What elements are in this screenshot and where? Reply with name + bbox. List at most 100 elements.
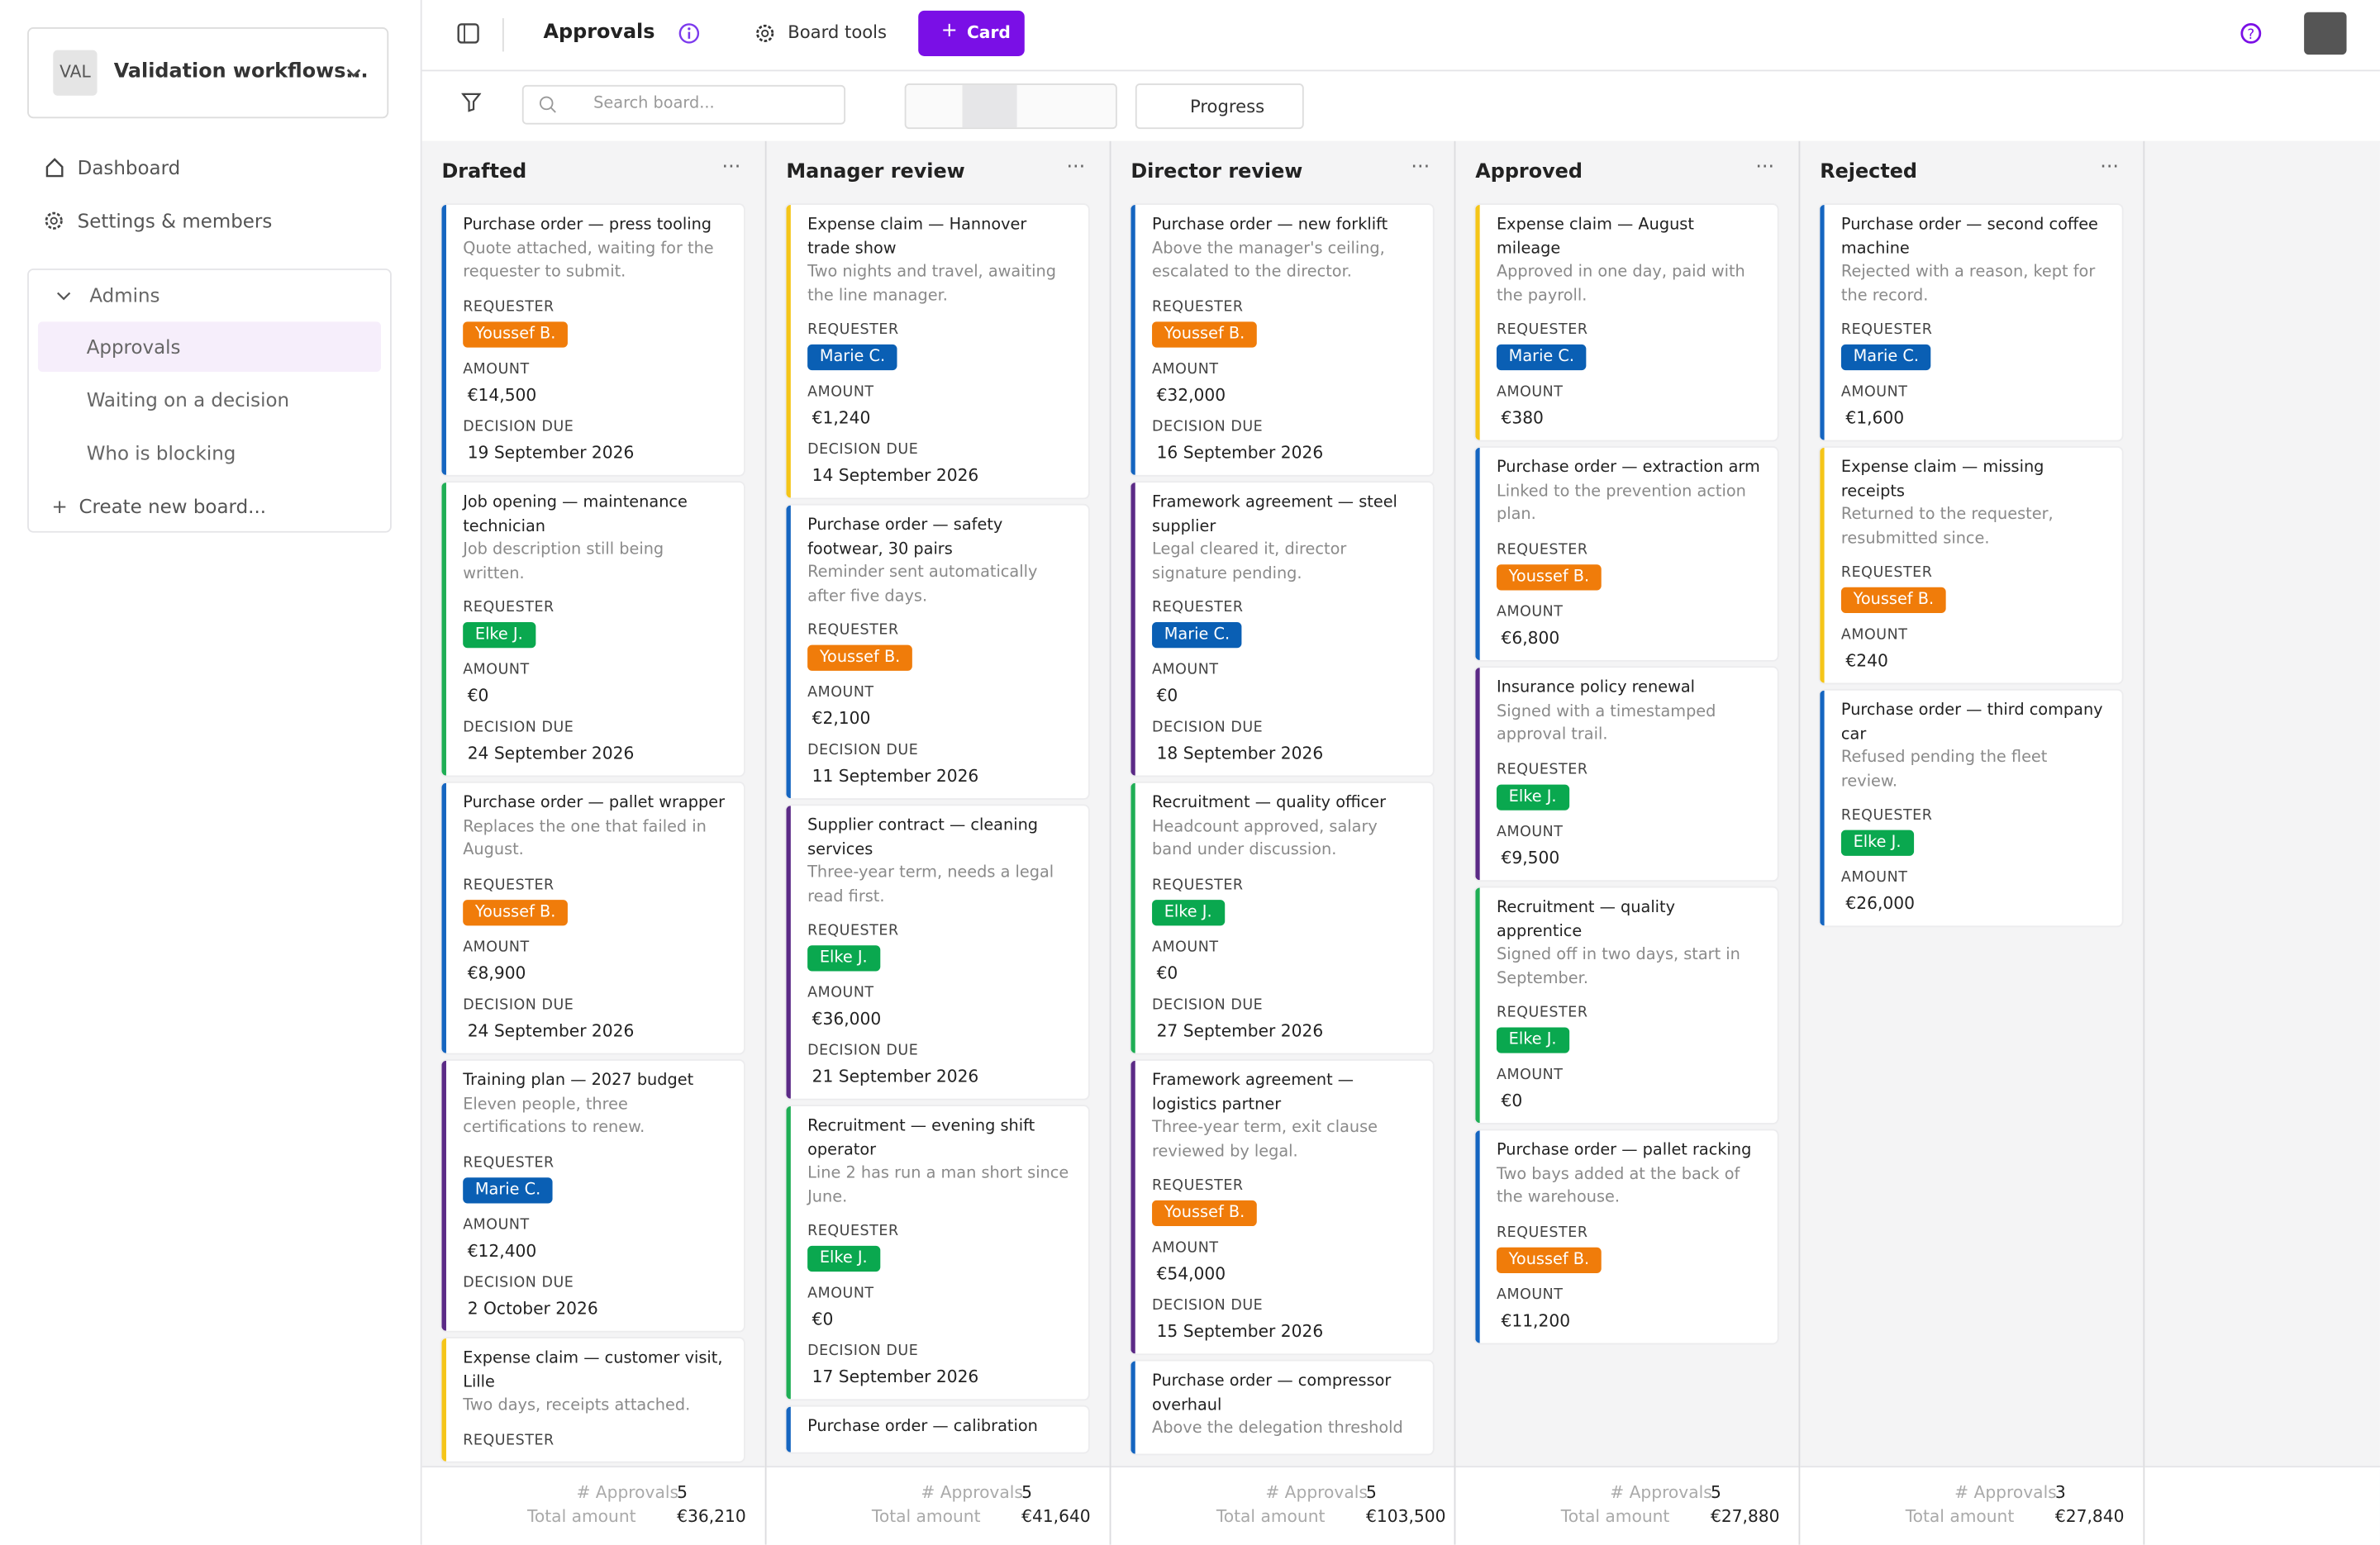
field-label: AMOUNT (1496, 603, 1564, 620)
board-item[interactable]: Waiting on a decision (86, 388, 290, 411)
view-switcher[interactable] (904, 83, 1117, 130)
card[interactable]: Purchase order — new forklift Above the m… (1130, 204, 1433, 474)
card[interactable]: Job opening — maintenance technician Job … (441, 483, 744, 776)
card[interactable]: Framework agreement — logistics partner T… (1130, 1060, 1433, 1354)
card-title: Purchase order — calibration (807, 1417, 1038, 1436)
column-menu[interactable]: ··· (2100, 156, 2120, 179)
count-label: # Approvals (1265, 1482, 1368, 1503)
total-value: €36,210 (677, 1506, 746, 1527)
card[interactable]: Purchase order — safety footwear, 30 pai… (786, 505, 1088, 799)
field-label: AMOUNT (807, 383, 874, 401)
card-description: Rejected with a reason, kept for the rec… (1840, 262, 2096, 305)
card[interactable]: Recruitment — quality apprentice Signed o… (1475, 887, 1778, 1124)
card-description: Signed with a timestamped approval trail… (1496, 701, 1716, 744)
total-label: Total amount (526, 1506, 636, 1527)
group-title[interactable]: Admins (89, 283, 160, 307)
group-by[interactable]: Progress (1135, 83, 1304, 130)
column-menu[interactable]: ··· (1755, 156, 1775, 179)
count-value: 5 (1021, 1482, 1032, 1503)
field-value: 24 September 2026 (467, 1020, 635, 1041)
board-title: Approvals (543, 21, 655, 45)
field-label: REQUESTER (463, 599, 555, 616)
card[interactable]: Expense claim — August mileage Approved i… (1475, 204, 1778, 440)
card[interactable]: Purchase order — pallet wrapper Replaces … (441, 782, 744, 1053)
field-value: €1,600 (1845, 408, 1905, 428)
count-value: 5 (677, 1482, 688, 1503)
nav-dashboard[interactable]: Dashboard (77, 156, 181, 179)
card[interactable]: Purchase order — third company car Refuse… (1820, 690, 2122, 926)
card-description: Returned to the requester, resubmitted s… (1840, 505, 2054, 548)
card[interactable]: Expense claim — Hannover trade show Two n… (786, 204, 1088, 498)
card[interactable]: Supplier contract — cleaning services Thr… (786, 806, 1088, 1099)
card[interactable]: Insurance policy renewal Signed with a ti… (1475, 668, 1778, 880)
card-title: Expense claim — Hannover trade show (807, 215, 1027, 258)
add-card-button[interactable]: + Card (918, 10, 1025, 56)
field-value: €9,500 (1501, 847, 1560, 868)
field-label: REQUESTER (463, 297, 555, 316)
card[interactable]: Purchase order — compressor overhaul Abov… (1130, 1361, 1433, 1453)
board: Drafted ··· Purchase order — press tooling… (421, 140, 2380, 1545)
card[interactable]: Purchase order — pallet racking Two bays … (1475, 1130, 1778, 1343)
field-value: 11 September 2026 (812, 766, 979, 787)
card-description: Signed off in two days, start in Septemb… (1496, 945, 1740, 987)
card-description: Three-year term, needs a legal read firs… (807, 863, 1054, 906)
card-title: Expense claim — missing receipts (1840, 458, 2044, 501)
column: Director review ··· Purchase order — new f… (1111, 140, 1456, 1545)
create-board[interactable]: Create new board... (79, 494, 267, 518)
count-label: # Approvals (1954, 1482, 2057, 1503)
field-value: €12,400 (467, 1240, 537, 1261)
card[interactable]: Training plan — 2027 budget Eleven people… (441, 1060, 744, 1330)
column-menu[interactable]: ··· (1411, 156, 1430, 179)
field-label: REQUESTER (1152, 297, 1244, 316)
count-value: 5 (1366, 1482, 1377, 1503)
card[interactable]: Purchase order — press tooling Quote atta… (441, 204, 744, 474)
workspace-name: Validation workflows... (113, 60, 369, 84)
column: Manager review ··· Expense claim — Hannove… (766, 140, 1111, 1545)
card[interactable]: Expense claim — missing receipts Returned… (1820, 447, 2122, 683)
column-menu[interactable]: ··· (1066, 156, 1086, 179)
tools-icon (756, 24, 774, 42)
search-box[interactable]: Search board... (521, 84, 846, 125)
column-footer: # Approvals 5 Total amount €27,880 (1455, 1466, 1799, 1545)
field-label: REQUESTER (1496, 321, 1588, 339)
field-value: €380 (1501, 408, 1544, 428)
card[interactable]: Recruitment — quality officer Headcount a… (1130, 782, 1433, 1053)
total-label: Total amount (1905, 1506, 2015, 1527)
nav-settings[interactable]: Settings & members (77, 209, 273, 233)
count-value: 5 (1710, 1482, 1721, 1503)
field-label: AMOUNT (463, 360, 530, 378)
card[interactable]: Recruitment — evening shift operator Line… (786, 1105, 1088, 1400)
card-title: Purchase order — pallet racking (1496, 1141, 1752, 1160)
column: Drafted ··· Purchase order — press tooling… (421, 140, 767, 1545)
requester-chip: Elke J. (1152, 899, 1225, 925)
avatar[interactable] (2304, 12, 2347, 55)
card[interactable]: Expense claim — customer visit, Lille Two… (441, 1338, 744, 1461)
card-description: Linked to the prevention action plan. (1496, 482, 1746, 524)
sidebar-toggle[interactable] (457, 23, 480, 45)
info-icon[interactable] (678, 23, 700, 45)
field-value: 15 September 2026 (1156, 1321, 1324, 1342)
help-icon[interactable]: ? (2240, 23, 2262, 45)
field-label: AMOUNT (807, 684, 874, 701)
field-value: €54,000 (1156, 1263, 1226, 1284)
card-description: Legal cleared it, director signature pen… (1152, 540, 1347, 582)
card[interactable]: Purchase order — calibration (786, 1406, 1088, 1452)
card-title: Purchase order — extraction arm (1496, 458, 1760, 477)
sidebar: VAL Validation workflows... Dashboard Se… (0, 0, 422, 1545)
column-menu[interactable]: ··· (721, 156, 741, 179)
workspace-switcher[interactable]: VAL Validation workflows... (27, 27, 389, 119)
card-title: Expense claim — August mileage (1496, 215, 1694, 258)
card[interactable]: Purchase order — second coffee machine Re… (1820, 204, 2122, 440)
board-item[interactable]: Who is blocking (86, 441, 236, 465)
board-tools[interactable]: Board tools (788, 21, 888, 43)
field-label: REQUESTER (1496, 540, 1588, 558)
card[interactable]: Purchase order — extraction arm Linked to… (1475, 447, 1778, 660)
card-description: Headcount approved, salary band under di… (1152, 817, 1378, 859)
requester-chip: Marie C. (1152, 622, 1242, 649)
field-value: 14 September 2026 (812, 465, 979, 486)
field-value: 16 September 2026 (1156, 442, 1324, 463)
field-label: AMOUNT (463, 661, 530, 679)
card[interactable]: Framework agreement — steel supplier Lega… (1130, 483, 1433, 776)
filter-icon[interactable] (461, 93, 482, 112)
board-item[interactable]: Approvals (86, 335, 181, 359)
